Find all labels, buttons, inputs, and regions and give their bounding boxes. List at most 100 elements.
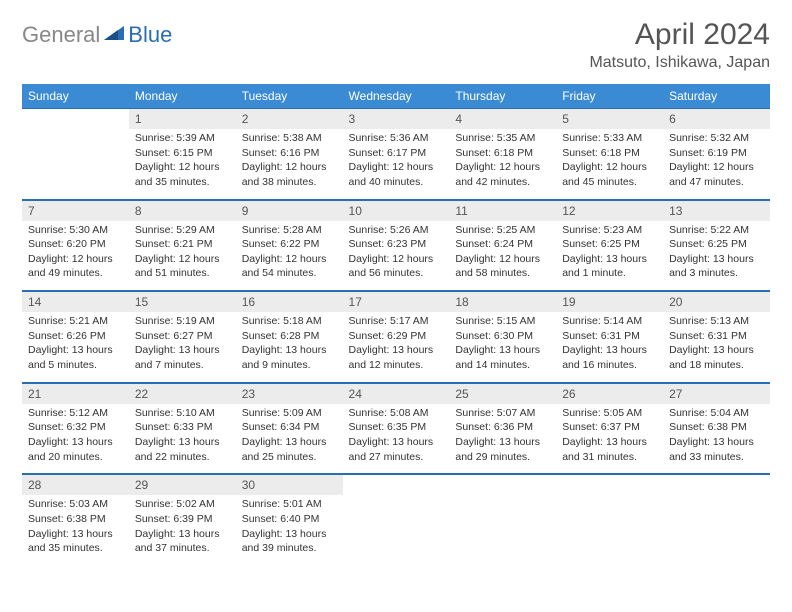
sunset-text: Sunset: 6:29 PM bbox=[349, 330, 444, 344]
sunset-text: Sunset: 6:37 PM bbox=[562, 421, 657, 435]
day-number: 5 bbox=[556, 108, 663, 129]
sunset-text: Sunset: 6:27 PM bbox=[135, 330, 230, 344]
logo-text-general: General bbox=[22, 22, 100, 48]
day-number: 26 bbox=[556, 383, 663, 404]
calendar-week-row: 1Sunrise: 5:39 AMSunset: 6:15 PMDaylight… bbox=[22, 108, 770, 199]
calendar-cell: 15Sunrise: 5:19 AMSunset: 6:27 PMDayligh… bbox=[129, 291, 236, 383]
daylight-text-1: Daylight: 12 hours bbox=[242, 253, 337, 267]
day-content: Sunrise: 5:08 AMSunset: 6:35 PMDaylight:… bbox=[343, 404, 450, 474]
title-block: April 2024 Matsuto, Ishikawa, Japan bbox=[589, 18, 770, 72]
calendar-cell: 5 Sunrise: 5:33 AMSunset: 6:18 PMDaylight… bbox=[556, 108, 663, 199]
calendar-cell: 2Sunrise: 5:38 AMSunset: 6:16 PMDaylight… bbox=[236, 108, 343, 199]
daylight-text-2: and 42 minutes. bbox=[455, 176, 550, 190]
calendar-cell: 3Sunrise: 5:36 AMSunset: 6:17 PMDaylight… bbox=[343, 108, 450, 199]
calendar-cell: 29Sunrise: 5:02 AMSunset: 6:39 PMDayligh… bbox=[129, 474, 236, 565]
day-number: 16 bbox=[236, 291, 343, 312]
day-content: Sunrise: 5:23 AMSunset: 6:25 PMDaylight:… bbox=[556, 221, 663, 291]
day-number: 17 bbox=[343, 291, 450, 312]
day-content bbox=[22, 129, 129, 189]
daylight-text-1: Daylight: 13 hours bbox=[455, 344, 550, 358]
sunset-text: Sunset: 6:22 PM bbox=[242, 238, 337, 252]
sunset-text: Sunset: 6:24 PM bbox=[455, 238, 550, 252]
daylight-text-2: and 56 minutes. bbox=[349, 267, 444, 281]
sunset-text: Sunset: 6:18 PM bbox=[455, 147, 550, 161]
day-number: 2 bbox=[236, 108, 343, 129]
daylight-text-1: Daylight: 12 hours bbox=[562, 161, 657, 175]
day-number: 27 bbox=[663, 383, 770, 404]
sunrise-text: Sunrise: 5:33 AM bbox=[562, 132, 657, 146]
daylight-text-1: Daylight: 13 hours bbox=[455, 436, 550, 450]
day-content: Sunrise: 5:07 AMSunset: 6:36 PMDaylight:… bbox=[449, 404, 556, 474]
day-number: 20 bbox=[663, 291, 770, 312]
sunrise-text: Sunrise: 5:39 AM bbox=[135, 132, 230, 146]
sunrise-text: Sunrise: 5:35 AM bbox=[455, 132, 550, 146]
daylight-text-1: Daylight: 13 hours bbox=[135, 344, 230, 358]
day-number: 10 bbox=[343, 200, 450, 221]
day-number: 22 bbox=[129, 383, 236, 404]
calendar-cell: 1Sunrise: 5:39 AMSunset: 6:15 PMDaylight… bbox=[129, 108, 236, 199]
calendar-cell: 6Sunrise: 5:32 AMSunset: 6:19 PMDaylight… bbox=[663, 108, 770, 199]
calendar-cell bbox=[343, 474, 450, 565]
sunset-text: Sunset: 6:32 PM bbox=[28, 421, 123, 435]
day-number: 21 bbox=[22, 383, 129, 404]
sunset-text: Sunset: 6:16 PM bbox=[242, 147, 337, 161]
calendar-cell: 19Sunrise: 5:14 AMSunset: 6:31 PMDayligh… bbox=[556, 291, 663, 383]
daylight-text-1: Daylight: 13 hours bbox=[135, 528, 230, 542]
daylight-text-2: and 1 minute. bbox=[562, 267, 657, 281]
daylight-text-2: and 35 minutes. bbox=[28, 542, 123, 556]
day-number: 11 bbox=[449, 200, 556, 221]
day-number: 23 bbox=[236, 383, 343, 404]
day-number: 7 bbox=[22, 200, 129, 221]
daylight-text-2: and 14 minutes. bbox=[455, 359, 550, 373]
day-number bbox=[556, 474, 663, 495]
day-content: Sunrise: 5:21 AMSunset: 6:26 PMDaylight:… bbox=[22, 312, 129, 382]
day-content bbox=[343, 495, 450, 555]
calendar-week-row: 21Sunrise: 5:12 AMSunset: 6:32 PMDayligh… bbox=[22, 382, 770, 474]
sunrise-text: Sunrise: 5:14 AM bbox=[562, 315, 657, 329]
daylight-text-2: and 12 minutes. bbox=[349, 359, 444, 373]
daylight-text-2: and 58 minutes. bbox=[455, 267, 550, 281]
calendar-cell: 24Sunrise: 5:08 AMSunset: 6:35 PMDayligh… bbox=[343, 382, 450, 474]
day-content bbox=[556, 495, 663, 555]
month-title: April 2024 bbox=[589, 18, 770, 52]
day-number: 15 bbox=[129, 291, 236, 312]
calendar-cell bbox=[556, 474, 663, 565]
sunrise-text: Sunrise: 5:03 AM bbox=[28, 498, 123, 512]
sunrise-text: Sunrise: 5:29 AM bbox=[135, 224, 230, 238]
calendar-cell bbox=[22, 108, 129, 199]
daylight-text-1: Daylight: 13 hours bbox=[28, 344, 123, 358]
calendar-cell: 25Sunrise: 5:07 AMSunset: 6:36 PMDayligh… bbox=[449, 382, 556, 474]
day-content bbox=[449, 495, 556, 555]
daylight-text-1: Daylight: 13 hours bbox=[562, 253, 657, 267]
daylight-text-1: Daylight: 13 hours bbox=[669, 253, 764, 267]
daylight-text-1: Daylight: 13 hours bbox=[135, 436, 230, 450]
daylight-text-1: Daylight: 12 hours bbox=[455, 161, 550, 175]
day-content: Sunrise: 5:22 AMSunset: 6:25 PMDaylight:… bbox=[663, 221, 770, 291]
sunrise-text: Sunrise: 5:04 AM bbox=[669, 407, 764, 421]
daylight-text-1: Daylight: 12 hours bbox=[28, 253, 123, 267]
daylight-text-2: and 3 minutes. bbox=[669, 267, 764, 281]
dayname-wednesday: Wednesday bbox=[343, 84, 450, 108]
day-number bbox=[449, 474, 556, 495]
sunset-text: Sunset: 6:23 PM bbox=[349, 238, 444, 252]
daylight-text-2: and 40 minutes. bbox=[349, 176, 444, 190]
sunset-text: Sunset: 6:18 PM bbox=[562, 147, 657, 161]
day-content: Sunrise: 5:38 AMSunset: 6:16 PMDaylight:… bbox=[236, 129, 343, 199]
day-content: Sunrise: 5:32 AMSunset: 6:19 PMDaylight:… bbox=[663, 129, 770, 199]
day-content: Sunrise: 5:03 AMSunset: 6:38 PMDaylight:… bbox=[22, 495, 129, 565]
dayname-saturday: Saturday bbox=[663, 84, 770, 108]
day-number bbox=[343, 474, 450, 495]
daylight-text-1: Daylight: 12 hours bbox=[242, 161, 337, 175]
day-content: Sunrise: 5:19 AMSunset: 6:27 PMDaylight:… bbox=[129, 312, 236, 382]
daylight-text-1: Daylight: 12 hours bbox=[349, 253, 444, 267]
dayname-monday: Monday bbox=[129, 84, 236, 108]
sunset-text: Sunset: 6:38 PM bbox=[28, 513, 123, 527]
day-content: Sunrise: 5:25 AMSunset: 6:24 PMDaylight:… bbox=[449, 221, 556, 291]
day-number: 18 bbox=[449, 291, 556, 312]
daylight-text-2: and 18 minutes. bbox=[669, 359, 764, 373]
dayname-row: Sunday Monday Tuesday Wednesday Thursday… bbox=[22, 84, 770, 108]
day-number: 9 bbox=[236, 200, 343, 221]
daylight-text-2: and 22 minutes. bbox=[135, 451, 230, 465]
daylight-text-2: and 45 minutes. bbox=[562, 176, 657, 190]
daylight-text-2: and 54 minutes. bbox=[242, 267, 337, 281]
